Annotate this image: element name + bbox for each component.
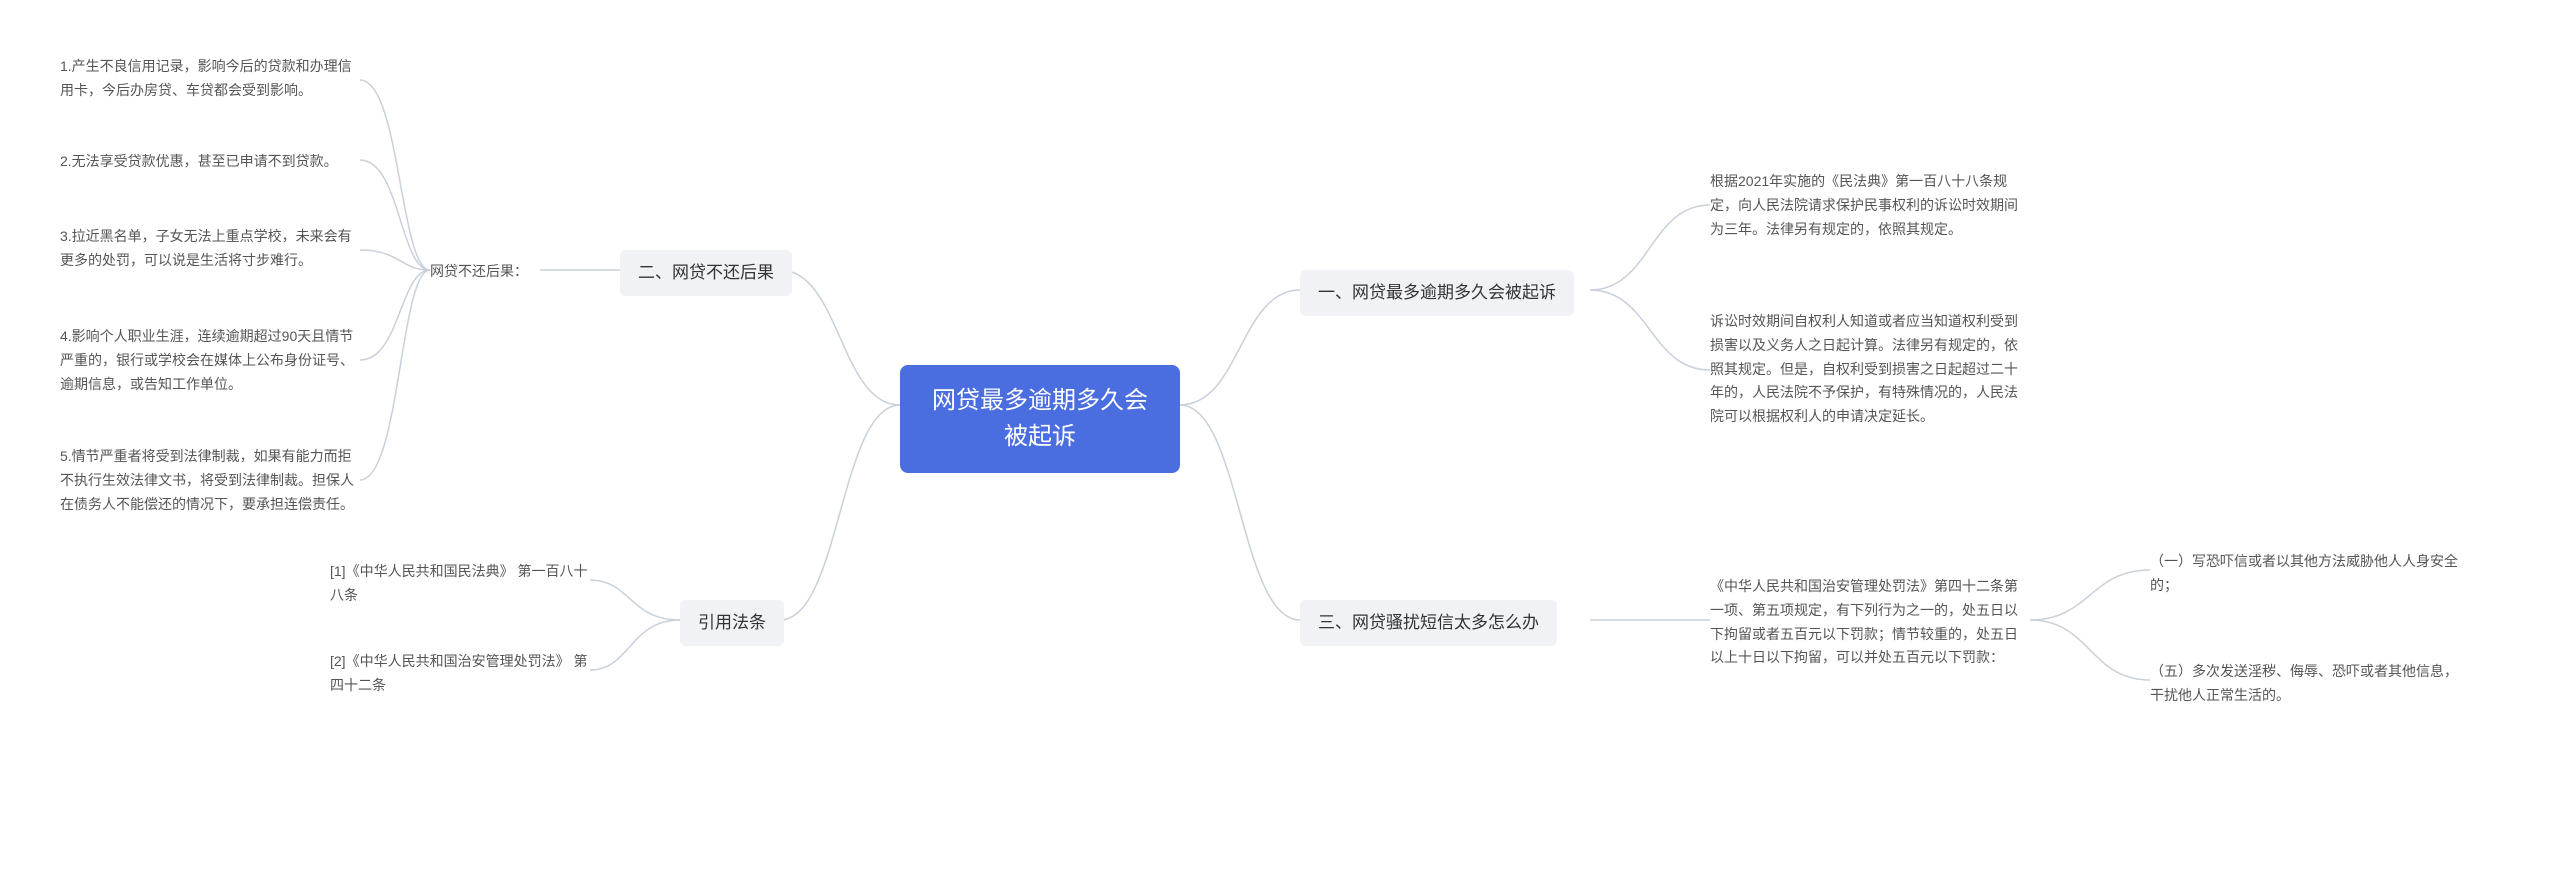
- leaf-node: [2]《中华人民共和国治安管理处罚法》 第四十二条: [330, 650, 590, 698]
- sub-node: 网贷不还后果：: [430, 260, 528, 284]
- root-node[interactable]: 网贷最多逾期多久会被起诉: [900, 365, 1180, 473]
- connectors: [0, 0, 2560, 883]
- leaf-node: 4.影响个人职业生涯，连续逾期超过90天且情节严重的，银行或学校会在媒体上公布身…: [60, 325, 360, 396]
- branch-node-3[interactable]: 三、网贷骚扰短信太多怎么办: [1300, 600, 1557, 646]
- leaf-node: 5.情节严重者将受到法律制裁，如果有能力而拒不执行生效法律文书，将受到法律制裁。…: [60, 445, 360, 516]
- sub-node: 《中华人民共和国治安管理处罚法》第四十二条第一项、第五项规定，有下列行为之一的，…: [1710, 575, 2030, 670]
- mindmap-canvas: 网贷最多逾期多久会被起诉 一、网贷最多逾期多久会被起诉 根据2021年实施的《民…: [0, 0, 2560, 883]
- leaf-node: 根据2021年实施的《民法典》第一百八十八条规定，向人民法院请求保护民事权利的诉…: [1710, 170, 2030, 241]
- leaf-node: [1]《中华人民共和国民法典》 第一百八十八条: [330, 560, 590, 608]
- leaf-node: （五）多次发送淫秽、侮辱、恐吓或者其他信息，干扰他人正常生活的。: [2150, 660, 2470, 708]
- leaf-node: （一）写恐吓信或者以其他方法威胁他人人身安全的；: [2150, 550, 2470, 598]
- branch-node-2[interactable]: 二、网贷不还后果: [620, 250, 792, 296]
- leaf-node: 3.拉近黑名单，子女无法上重点学校，未来会有更多的处罚，可以说是生活将寸步难行。: [60, 225, 360, 273]
- leaf-node: 2.无法享受贷款优惠，甚至已申请不到贷款。: [60, 150, 360, 174]
- leaf-node: 诉讼时效期间自权利人知道或者应当知道权利受到损害以及义务人之日起计算。法律另有规…: [1710, 310, 2030, 429]
- leaf-node: 1.产生不良信用记录，影响今后的贷款和办理信用卡，今后办房贷、车贷都会受到影响。: [60, 55, 360, 103]
- branch-node-1[interactable]: 一、网贷最多逾期多久会被起诉: [1300, 270, 1574, 316]
- branch-node-4[interactable]: 引用法条: [680, 600, 784, 646]
